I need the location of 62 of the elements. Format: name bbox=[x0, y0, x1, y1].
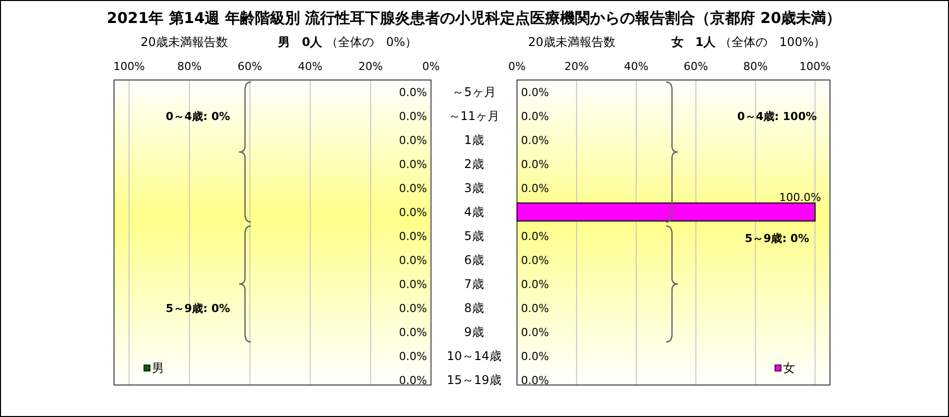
data-label: 0.0% bbox=[399, 278, 427, 290]
data-label: 0.0% bbox=[521, 86, 549, 98]
chart-subtitle: 女 1人 （全体の 100%） bbox=[670, 35, 826, 49]
data-label: 0.0% bbox=[399, 134, 427, 146]
x-tick-label: 60% bbox=[238, 60, 262, 72]
data-label: 0.0% bbox=[521, 110, 549, 122]
y-tick-label: 3歳 bbox=[464, 181, 484, 195]
chart-subtitle: 男 0人 （全体の 0%） bbox=[276, 35, 418, 49]
data-label: 0.0% bbox=[399, 230, 427, 242]
annotation: 0～4歳: 0% bbox=[166, 110, 230, 122]
x-axis-title: 20歳未満報告数 bbox=[528, 35, 616, 49]
data-label: 0.0% bbox=[399, 374, 427, 386]
y-tick-label: 7歳 bbox=[464, 277, 484, 291]
annotation: 0～4歳: 100% bbox=[737, 110, 817, 122]
data-label: 0.0% bbox=[521, 278, 549, 290]
data-label: 0.0% bbox=[521, 350, 549, 362]
data-label: 0.0% bbox=[399, 206, 427, 218]
text: 2021年 第14週 年齢階級別 流行性耳下腺炎患者の小児科定点医療機関からの報告割合（京都府 20歳未満） bbox=[106, 9, 842, 27]
x-tick-label: 20% bbox=[358, 60, 383, 72]
y-tick-label: 15～19歳 bbox=[446, 373, 502, 387]
data-label: 0.0% bbox=[521, 326, 549, 338]
x-tick-label: 60% bbox=[684, 60, 708, 72]
data-label: 0.0% bbox=[399, 110, 427, 122]
data-label: 0.0% bbox=[521, 158, 549, 170]
data-label: 0.0% bbox=[399, 326, 427, 338]
y-tick-label: 4歳 bbox=[464, 205, 484, 219]
data-label: 0.0% bbox=[399, 302, 427, 314]
x-tick-label: 80% bbox=[177, 60, 202, 72]
data-label: 0.0% bbox=[521, 182, 549, 194]
x-tick-label: 40% bbox=[624, 60, 648, 72]
x-tick-label: 100% bbox=[113, 60, 145, 72]
y-tick-label: 10～14歳 bbox=[446, 349, 502, 363]
data-label: 0.0% bbox=[521, 302, 549, 314]
legend-label: 女 bbox=[783, 361, 795, 375]
legend-label: 男 bbox=[152, 361, 164, 375]
x-tick-label: 20% bbox=[564, 60, 589, 72]
y-tick-label: 8歳 bbox=[464, 301, 484, 315]
y-tick-label: 5歳 bbox=[464, 229, 484, 243]
data-label: 0.0% bbox=[521, 374, 549, 386]
data-label: 0.0% bbox=[521, 254, 549, 266]
data-label: 0.0% bbox=[521, 230, 549, 242]
y-tick-label: 9歳 bbox=[464, 325, 484, 339]
x-tick-label: 100% bbox=[799, 60, 831, 72]
data-label: 0.0% bbox=[399, 182, 427, 194]
data-label: 0.0% bbox=[399, 350, 427, 362]
data-label: 0.0% bbox=[399, 158, 427, 170]
x-tick-label: 40% bbox=[298, 60, 322, 72]
annotation: 5～9歳: 0% bbox=[744, 232, 810, 244]
y-tick-label: 6歳 bbox=[464, 253, 484, 267]
data-label: 0.0% bbox=[521, 134, 549, 146]
x-tick-label: 80% bbox=[743, 60, 768, 72]
data-label: 0.0% bbox=[399, 254, 427, 266]
annotation: 5～9歳: 0% bbox=[166, 302, 230, 314]
y-tick-label: ～11ヶ月 bbox=[448, 109, 500, 123]
y-tick-label: 1歳 bbox=[464, 133, 484, 147]
x-tick-label: 0% bbox=[422, 60, 440, 72]
y-tick-label: ～5ヶ月 bbox=[452, 85, 496, 99]
data-label: 100.0% bbox=[779, 190, 822, 204]
y-tick-label: 2歳 bbox=[464, 157, 484, 171]
data-label: 0.0% bbox=[399, 86, 427, 98]
x-axis-title: 20歳未満報告数 bbox=[140, 35, 228, 49]
x-tick-label: 0% bbox=[508, 60, 526, 72]
